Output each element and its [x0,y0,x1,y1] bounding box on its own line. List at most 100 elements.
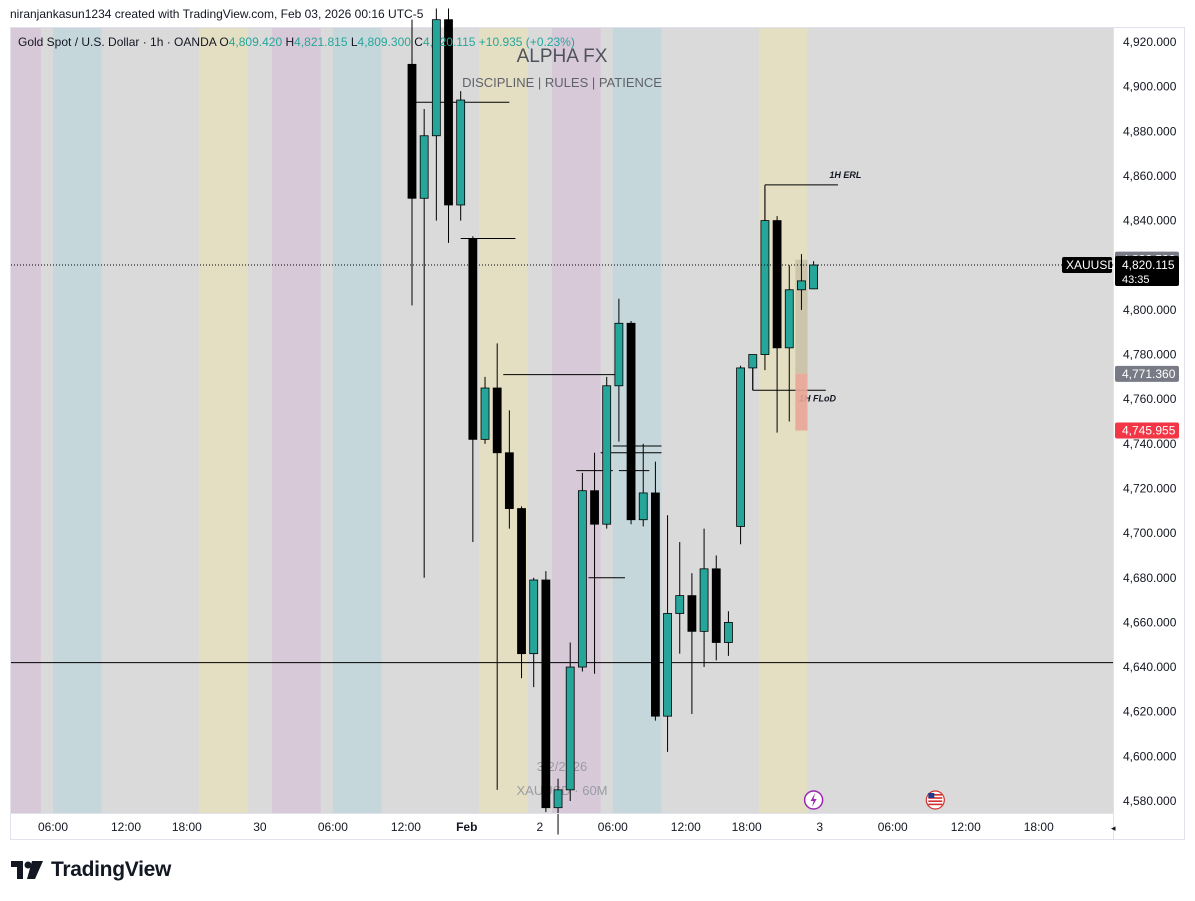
price-label-bg [1115,365,1179,382]
y-tick-label: 4,600.000 [1123,749,1177,763]
session-band [11,28,41,813]
candle [699,528,709,668]
y-tick-label: 4,660.000 [1123,615,1177,629]
candle-body [784,289,794,349]
current-price-label-bg [1115,255,1179,286]
candle-body [480,387,490,440]
x-tick-label: 06:00 [878,820,908,834]
candle [748,354,758,391]
level-label: 1H FLoD [799,393,836,403]
candle [419,108,429,578]
y-tick-label: 4,920.000 [1123,35,1177,49]
y-tick-label: 4,740.000 [1123,437,1177,451]
candle [663,515,672,752]
candle [565,642,575,801]
candle-body [687,595,697,632]
candle [590,452,599,674]
candle [784,265,794,422]
candle [626,321,636,525]
candle [651,461,660,721]
candle-body [809,264,819,290]
x-tick-label: 30 [253,820,267,834]
us-flag-event-icon [925,790,945,810]
candle [480,376,490,444]
current-price-label: 4,820.115 [1122,258,1175,272]
candle [772,216,782,433]
x-tick-label: 18:00 [172,820,202,834]
candle [675,542,685,654]
candle [492,343,502,790]
candle-body [456,99,466,206]
price-label: 4,745.955 [1122,424,1176,438]
candle-body [419,135,429,199]
candle [602,376,612,529]
candle [541,571,551,813]
candle-body [407,63,417,199]
session-band [551,28,601,813]
candle-body [663,613,672,717]
chart-legend: Gold Spot / U.S. Dollar · 1h · OANDA O4,… [18,35,575,49]
candle [809,261,819,290]
candle [711,555,721,661]
candle [517,506,526,679]
y-tick-label: 4,760.000 [1123,392,1177,406]
watermark-title: ALPHA FX [517,46,608,67]
candle [553,778,563,835]
y-tick-label: 4,580.000 [1123,794,1177,808]
candle-body [541,579,551,809]
bar-countdown-label: 43:35 [1122,274,1150,286]
chart-caption: niranjankasun1234 created with TradingVi… [10,7,424,21]
x-tick-label: 06:00 [598,820,628,834]
x-tick-label: 3 [816,820,823,834]
watermark-subtitle: DISCIPLINE | RULES | PATIENCE [462,75,662,90]
candle-body [614,322,624,387]
session-band [52,28,102,813]
chart-frame [10,27,1185,840]
candle [797,254,806,310]
legend-high-value: 4,821.815 [294,35,351,49]
y-tick-label: 4,720.000 [1123,481,1177,495]
position-stop-zone [795,373,808,431]
candle [724,611,733,656]
candle [504,410,514,529]
x-tick-label: 18:00 [732,820,762,834]
current-symbol-label: XAUUSD [1066,258,1116,272]
candle-body [565,666,575,791]
us-flag-stripe [928,800,943,802]
candle-body [760,220,770,355]
legend-open-value: 4,809.420 [229,35,286,49]
candle [614,298,624,442]
candle-body [577,490,587,668]
session-band [272,28,321,813]
us-flag-stripe [928,794,943,796]
candle [577,472,587,672]
candle-body [492,387,502,454]
candle-body [553,789,563,809]
candle-body [626,322,636,521]
legend-high-label: H [285,35,294,49]
us-flag-stripe [928,803,943,806]
y-tick-label: 4,800.000 [1123,303,1177,317]
tradingview-logo-icon [11,861,43,879]
candle-body [529,579,539,655]
candle [468,236,478,543]
candle-body [724,622,733,643]
candle-body [699,568,709,632]
legend-change: +10.935 (+0.23%) [479,35,575,49]
candle-body [651,492,660,717]
candle [736,365,745,545]
candle [760,187,770,371]
session-band [332,28,382,813]
legend-low-value: 4,809.300 [358,35,415,49]
candle-body [638,492,648,521]
candle-body [431,19,441,137]
y-tick-label: 4,900.000 [1123,80,1177,94]
x-tick-label: 12:00 [111,820,141,834]
level-label: 1H ERL [829,170,861,180]
x-axis-scroll-icon: ◂ [1111,823,1116,833]
tradingview-logo[interactable]: TradingView [11,858,171,882]
us-flag-canton [928,793,935,798]
x-tick-label: 06:00 [318,820,348,834]
candle-body [517,508,526,655]
